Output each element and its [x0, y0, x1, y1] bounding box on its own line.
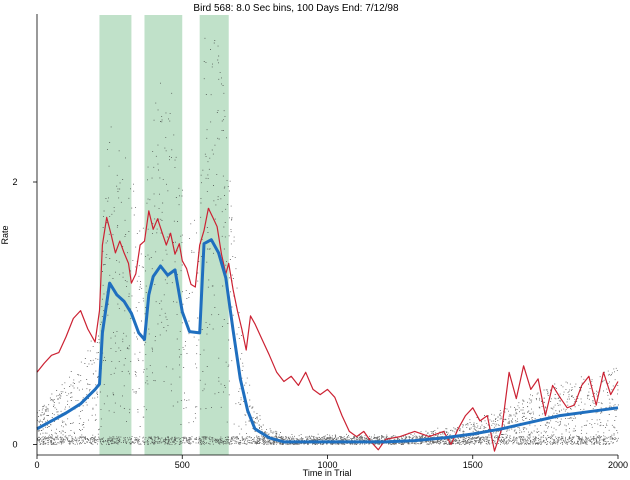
series-line-daily [36, 207, 619, 452]
x-tick-label: 1500 [463, 460, 483, 470]
series-line-mean [36, 238, 619, 444]
x-tick-label: 1000 [317, 460, 337, 470]
shaded-interval-1 [99, 15, 132, 455]
y-tick-label: 2 [12, 177, 17, 187]
shaded-interval-3 [199, 15, 229, 455]
x-tick-label: 0 [34, 460, 39, 470]
y-tick-label: 0 [12, 440, 17, 450]
shaded-intervals [99, 15, 229, 455]
series-lines [36, 207, 619, 452]
y-axis-title: Rate [0, 225, 10, 244]
x-axis-title: Time in Trial [303, 468, 352, 478]
chart-title: Bird 568: 8.0 Sec bins, 100 Days End: 7/… [193, 3, 399, 14]
x-tick-label: 500 [175, 460, 190, 470]
axes: 0 500 1000 1500 2000 0 2 [12, 14, 628, 470]
x-tick-label: 2000 [608, 460, 628, 470]
